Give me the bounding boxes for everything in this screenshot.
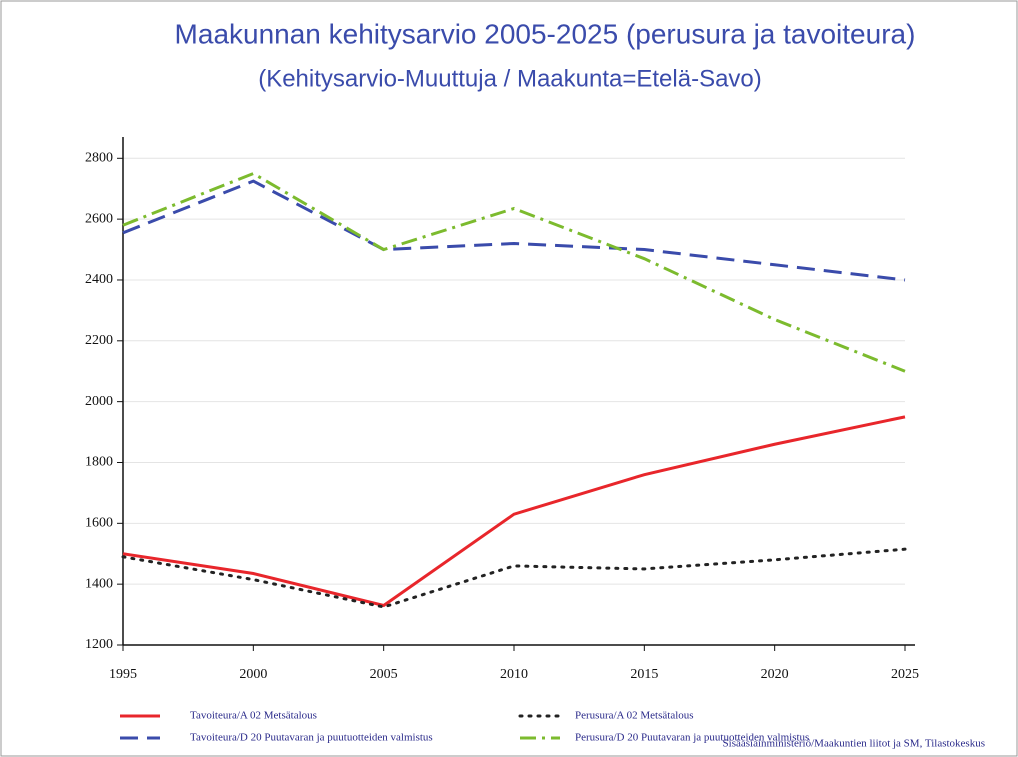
chart-subtitle: (Kehitysarvio-Muuttuja / Maakunta=Etelä-… [258, 65, 762, 92]
legend-label: Perusura/A 02 Metsätalous [575, 710, 694, 722]
y-tick-label: 2200 [85, 333, 113, 348]
x-tick-label: 1995 [109, 667, 137, 682]
series-line [122, 171, 906, 373]
x-tick-label: 2025 [891, 667, 919, 682]
x-tick-label: 2020 [761, 667, 789, 682]
source: Sisäasiainministeriö/Maakuntien liitot j… [723, 738, 985, 750]
y-tick-label: 1800 [85, 455, 113, 470]
y-tick-label: 1200 [85, 637, 113, 652]
y-tick-label: 2400 [85, 272, 113, 287]
y-tick-label: 1400 [85, 576, 113, 591]
series-line [122, 415, 906, 608]
y-tick-label: 1600 [85, 516, 113, 531]
x-tick-label: 2010 [500, 667, 528, 682]
x-tick-label: 2005 [370, 667, 398, 682]
legend-label: Perusura/D 20 Puutavaran ja puutuotteide… [575, 732, 809, 744]
legend-label: Tavoiteura/A 02 Metsätalous [190, 710, 317, 722]
x-tick-label: 2015 [630, 667, 658, 682]
x-tick-label: 2000 [239, 667, 267, 682]
chart-title: Maakunnan kehitysarvio 2005-2025 (perusu… [175, 18, 916, 49]
y-tick-label: 2600 [85, 211, 113, 226]
legend-label: Tavoiteura/D 20 Puutavaran ja puutuottei… [190, 732, 433, 744]
y-tick-label: 2000 [85, 394, 113, 409]
series-line [122, 179, 906, 282]
y-tick-label: 2800 [85, 151, 113, 166]
